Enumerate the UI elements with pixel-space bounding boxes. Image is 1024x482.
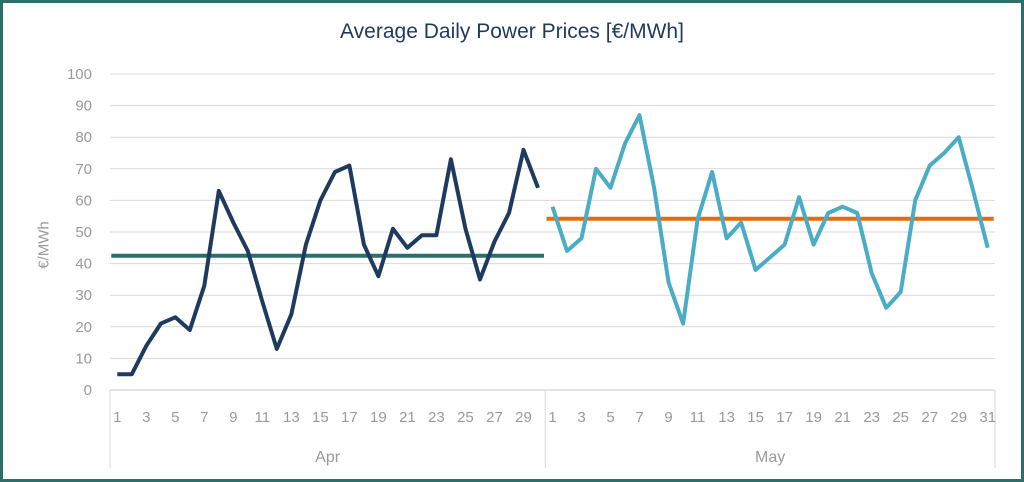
- x-tick-label: 19: [805, 409, 822, 426]
- x-tick-label: 17: [776, 409, 793, 426]
- x-tick-label: 1: [113, 409, 121, 426]
- x-tick-label: 13: [283, 409, 300, 426]
- y-tick-label: 70: [75, 161, 92, 178]
- x-tick-label: 11: [690, 409, 706, 426]
- gridlines: [110, 73, 995, 391]
- x-tick-label: 29: [515, 409, 532, 426]
- x-tick-label: 15: [312, 409, 329, 426]
- x-tick-label: 21: [834, 409, 851, 426]
- chart-title: Average Daily Power Prices [€/MWh]: [340, 20, 684, 43]
- x-tick-label: 25: [457, 409, 474, 426]
- y-tick-label: 80: [75, 129, 92, 146]
- x-tick-label: 5: [606, 409, 614, 426]
- x-tick-label: 25: [892, 409, 909, 426]
- y-tick-label: 50: [75, 224, 92, 241]
- y-tick-label: 10: [75, 350, 92, 367]
- x-tick-label: 17: [341, 409, 358, 426]
- x-tick-label: 13: [718, 409, 735, 426]
- x-tick-label: 31: [979, 409, 996, 426]
- x-tick-label: 27: [486, 409, 503, 426]
- series-line-may: [550, 113, 990, 326]
- x-tick-label: 11: [255, 409, 271, 426]
- x-tick-label: 27: [921, 409, 938, 426]
- x-tick-label: 7: [635, 409, 643, 426]
- series-line-apr: [117, 147, 540, 377]
- x-tick-label: 3: [142, 409, 150, 426]
- x-tick-label: 19: [370, 409, 387, 426]
- x-tick-label: 21: [399, 409, 416, 426]
- x-tick-label: 9: [229, 409, 237, 426]
- y-tick-label: 40: [75, 256, 92, 273]
- y-tick-label: 20: [75, 319, 92, 336]
- x-tick-label: 9: [664, 409, 672, 426]
- x-tick-label: 5: [171, 409, 179, 426]
- x-tick-label: 15: [747, 409, 764, 426]
- series-lines: [111, 113, 994, 377]
- x-tick-label: 23: [863, 409, 880, 426]
- y-tick-labels: 0 10 20 30 40 50 60 70 80 90 100: [67, 66, 92, 399]
- y-tick-label: 100: [67, 66, 92, 83]
- y-tick-label: 90: [75, 98, 92, 115]
- x-tick-label: 7: [200, 409, 208, 426]
- y-tick-label: 30: [75, 287, 92, 304]
- x-tick-label: 3: [577, 409, 585, 426]
- x-tick-label: 29: [950, 409, 967, 426]
- y-tick-label: 60: [75, 192, 92, 209]
- group-label-apr: Apr: [315, 449, 341, 466]
- x-tick-label: 1: [548, 409, 556, 426]
- y-tick-label: 0: [84, 382, 92, 399]
- group-label-may: May: [755, 449, 785, 466]
- x-tick-label: 23: [428, 409, 445, 426]
